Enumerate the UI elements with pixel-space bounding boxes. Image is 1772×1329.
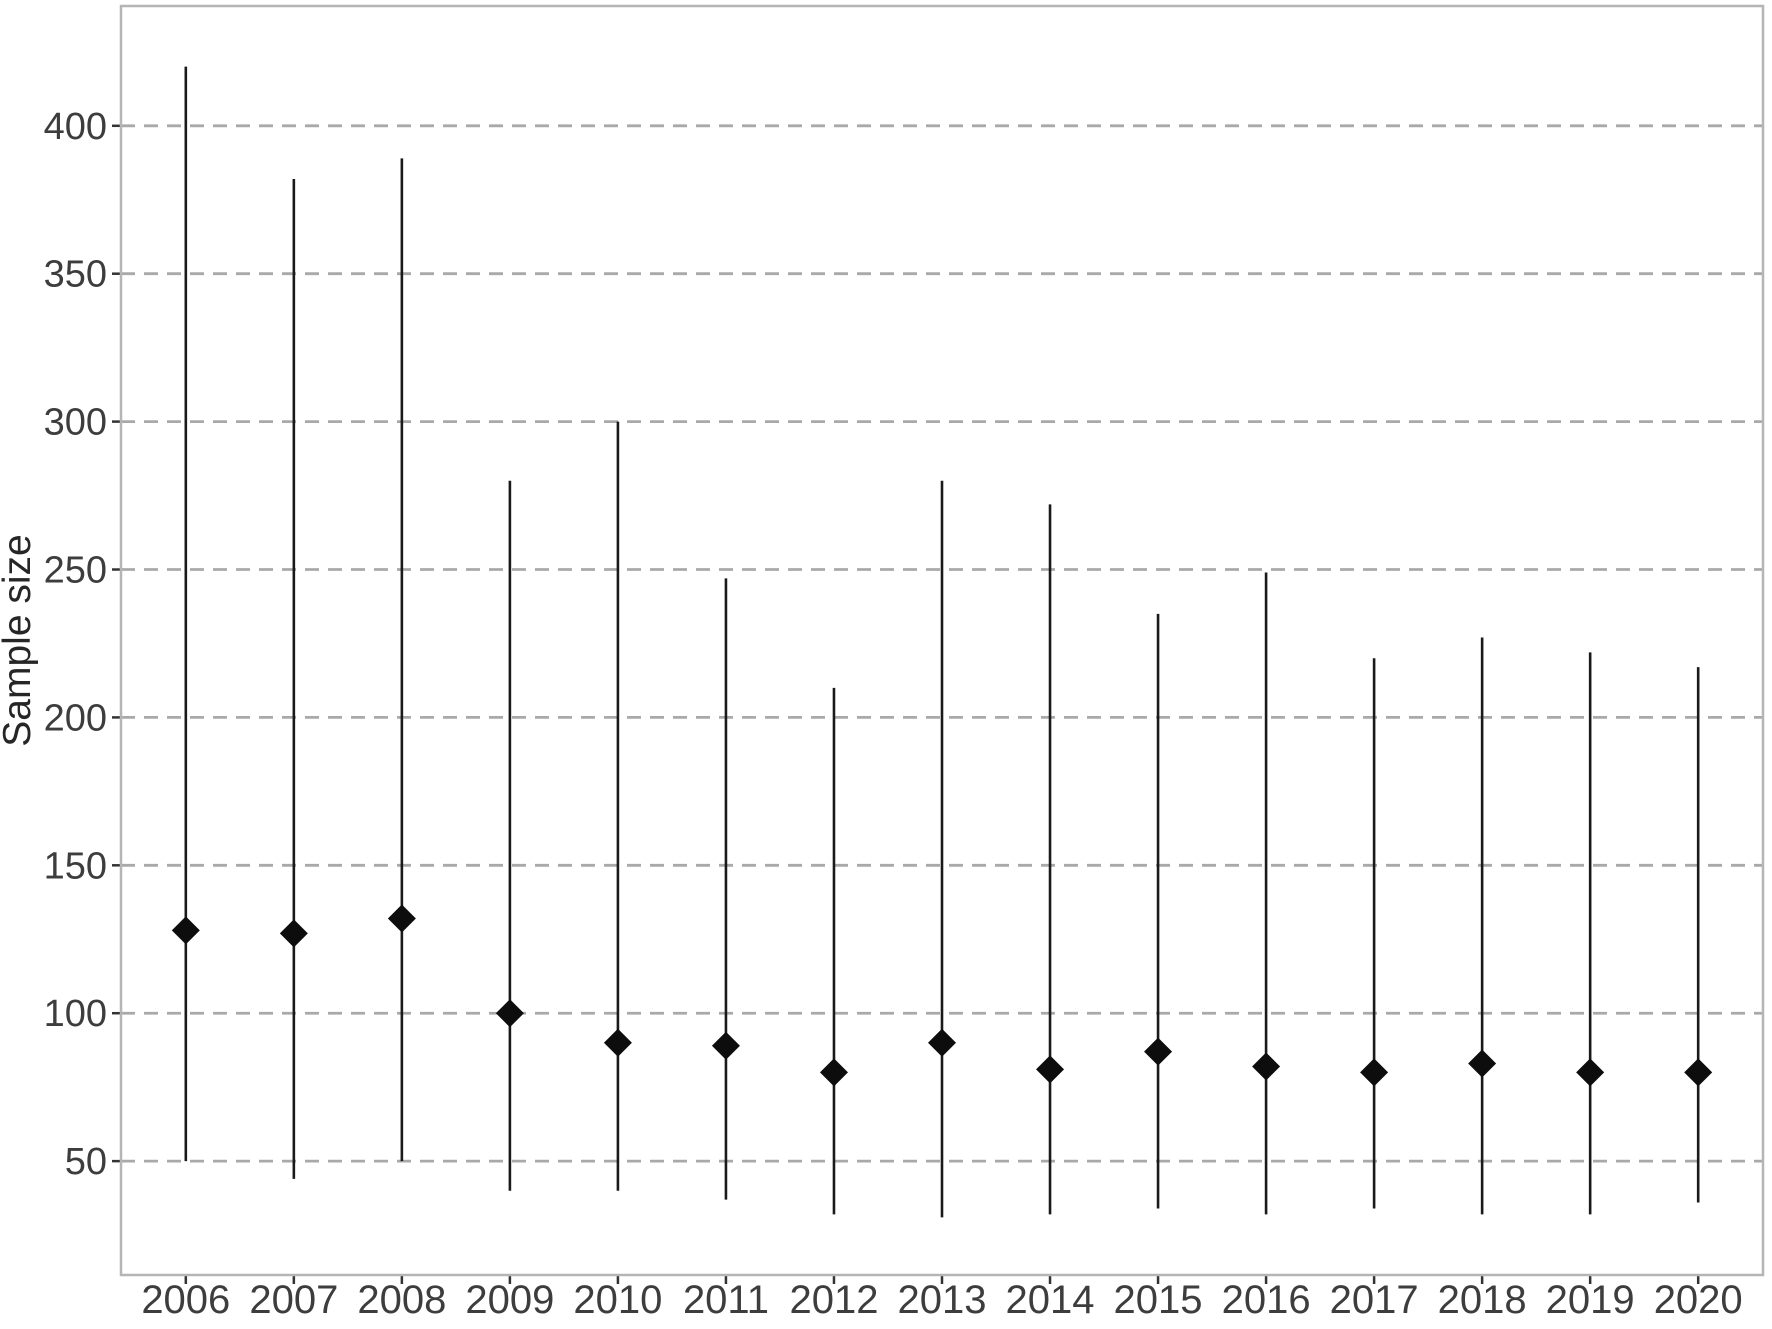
point-2013: [928, 1028, 956, 1057]
x-tick-label: 2017: [1330, 1278, 1419, 1322]
point-2012: [819, 1058, 848, 1087]
point-2016: [1252, 1052, 1281, 1081]
y-tick-label: 100: [44, 993, 107, 1035]
x-tick-label: 2012: [789, 1278, 878, 1322]
y-tick-label: 200: [44, 697, 107, 739]
data-layer: [171, 66, 1713, 1218]
point-2010: [603, 1028, 632, 1057]
x-tick-label: 2019: [1546, 1278, 1635, 1322]
x-tick-label: 2015: [1114, 1278, 1203, 1322]
point-2020: [1684, 1058, 1713, 1087]
y-tick-label: 50: [65, 1141, 107, 1183]
x-tick-label: 2013: [898, 1278, 987, 1322]
point-2008: [387, 904, 416, 933]
panel-border: [119, 4, 1765, 1277]
point-2018: [1468, 1049, 1497, 1078]
x-tick-label: 2011: [683, 1278, 769, 1322]
y-tick-label: 400: [44, 106, 107, 148]
x-tick-label: 2018: [1438, 1278, 1527, 1322]
y-tick-label: 300: [44, 402, 107, 444]
y-tick-label: 250: [44, 550, 107, 592]
y-tick-label: 350: [44, 254, 107, 296]
x-tick-label: 2008: [357, 1278, 446, 1322]
point-2011: [711, 1031, 740, 1060]
point-2009: [495, 999, 524, 1028]
x-tick-label: 2020: [1654, 1278, 1743, 1322]
point-2006: [171, 916, 200, 945]
x-tick-label: 2014: [1006, 1278, 1095, 1322]
x-tick-label: 2009: [465, 1278, 554, 1322]
point-2019: [1576, 1058, 1605, 1087]
point-2017: [1360, 1058, 1389, 1087]
grid-layer: [121, 124, 1763, 1163]
axis-layer: 50 100 150 200 250 300 350 400 2006 2007 2008 2009 2…: [44, 4, 1765, 1322]
point-2007: [279, 919, 308, 948]
point-2014: [1036, 1055, 1065, 1084]
x-tick-label: 2007: [249, 1278, 338, 1322]
x-tick-label: 2006: [141, 1278, 230, 1322]
x-tick-label: 2010: [573, 1278, 662, 1322]
x-tick-label: 2016: [1222, 1278, 1311, 1322]
y-tick-label: 150: [44, 845, 107, 887]
y-axis-title: Sample size: [0, 534, 39, 746]
point-2015: [1144, 1037, 1173, 1066]
